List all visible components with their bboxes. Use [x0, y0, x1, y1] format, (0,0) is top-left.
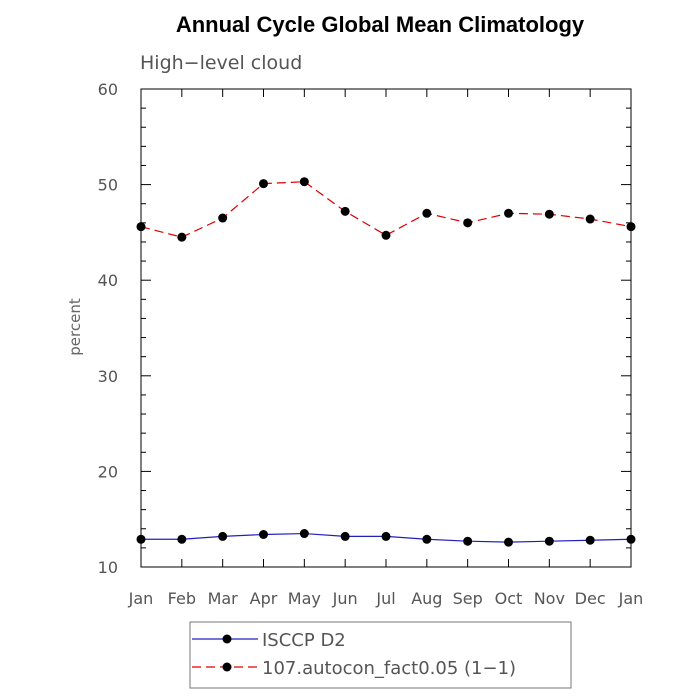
y-axis: 10 20 30 40 50 60: [98, 80, 631, 577]
x-tick-label: Apr: [250, 589, 278, 608]
y-axis-label: percent: [66, 298, 84, 356]
series-1-point: [218, 213, 228, 223]
series-0-point: [422, 534, 432, 544]
series-1-point: [340, 206, 350, 216]
plot-frame: [140, 88, 632, 568]
series-0-point: [381, 531, 391, 541]
series-layer: [136, 177, 636, 547]
x-tick-label: Oct: [495, 589, 523, 608]
y-tick-label: 10: [98, 558, 118, 577]
series-0-point: [504, 537, 513, 547]
series-0-point: [463, 536, 473, 546]
x-tick-label: Nov: [534, 589, 565, 608]
chart-title: Annual Cycle Global Mean Climatology: [176, 12, 585, 37]
series-0-point: [585, 535, 595, 545]
legend: ISCCP D2 107.autocon_fact0.05 (1−1): [189, 621, 572, 689]
series-0-point: [136, 534, 146, 544]
series-0-point: [626, 534, 636, 544]
series-0-point: [218, 531, 228, 541]
y-tick-label: 60: [98, 80, 118, 99]
x-axis: Jan Feb Mar Apr May Jun Jul Aug Sep Oct Nov Dec Jan: [128, 89, 644, 608]
x-tick-label: Sep: [453, 589, 483, 608]
series-1-point: [381, 230, 391, 240]
legend-label-isccp: ISCCP D2: [262, 630, 346, 651]
legend-label-model: 107.autocon_fact0.05 (1−1): [262, 658, 516, 679]
series-0-point: [259, 529, 268, 539]
series-1-point: [177, 232, 187, 242]
y-tick-label: 50: [98, 176, 118, 195]
y-tick-label: 40: [98, 271, 118, 290]
legend-box: [189, 621, 572, 689]
series-1-point: [422, 208, 432, 218]
x-tick-label: Feb: [168, 589, 196, 608]
y-tick-label: 20: [98, 462, 118, 481]
x-tick-label: Aug: [411, 589, 442, 608]
series-1-point: [136, 222, 146, 232]
chart-subtitle: High−level cloud: [140, 52, 302, 74]
x-tick-label: Jan: [618, 589, 644, 608]
series-0-point: [544, 536, 554, 546]
legend-marker-model: [222, 662, 232, 672]
series-1-point: [259, 179, 268, 189]
x-tick-label: Jul: [375, 589, 395, 608]
series-line-1: [140, 181, 632, 238]
x-tick-label: Jan: [128, 589, 154, 608]
series-0-point: [177, 534, 187, 544]
series-1-point: [585, 214, 595, 224]
legend-marker-isccp: [222, 634, 232, 644]
series-1-point: [504, 208, 513, 218]
x-tick-label: Dec: [575, 589, 606, 608]
series-1-point: [544, 209, 554, 219]
series-1-point: [463, 218, 473, 228]
y-tick-label: 30: [98, 367, 118, 386]
x-tick-label: May: [288, 589, 321, 608]
series-1-point: [626, 222, 636, 232]
x-tick-label: Jun: [332, 589, 358, 608]
series-1-point: [299, 177, 309, 187]
x-tick-label: Mar: [208, 589, 239, 608]
series-0-point: [299, 529, 309, 539]
series-0-point: [340, 531, 350, 541]
